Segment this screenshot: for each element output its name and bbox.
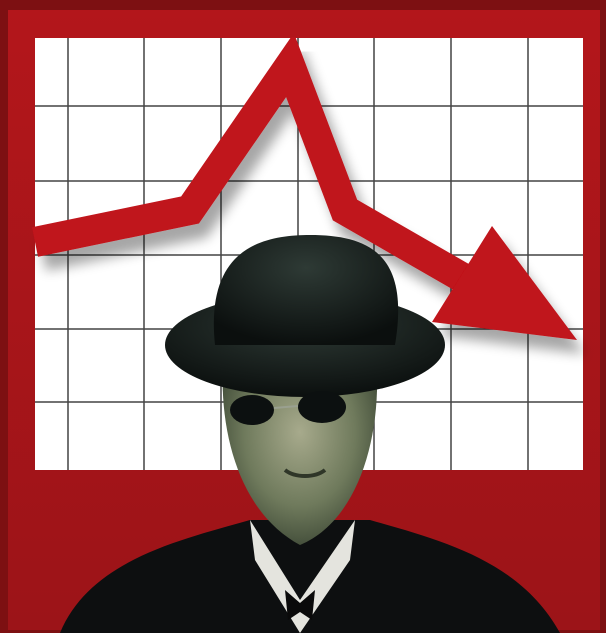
illustration (0, 0, 606, 633)
glasses-lens (298, 391, 346, 423)
page (0, 0, 606, 633)
glasses-lens (230, 395, 274, 425)
